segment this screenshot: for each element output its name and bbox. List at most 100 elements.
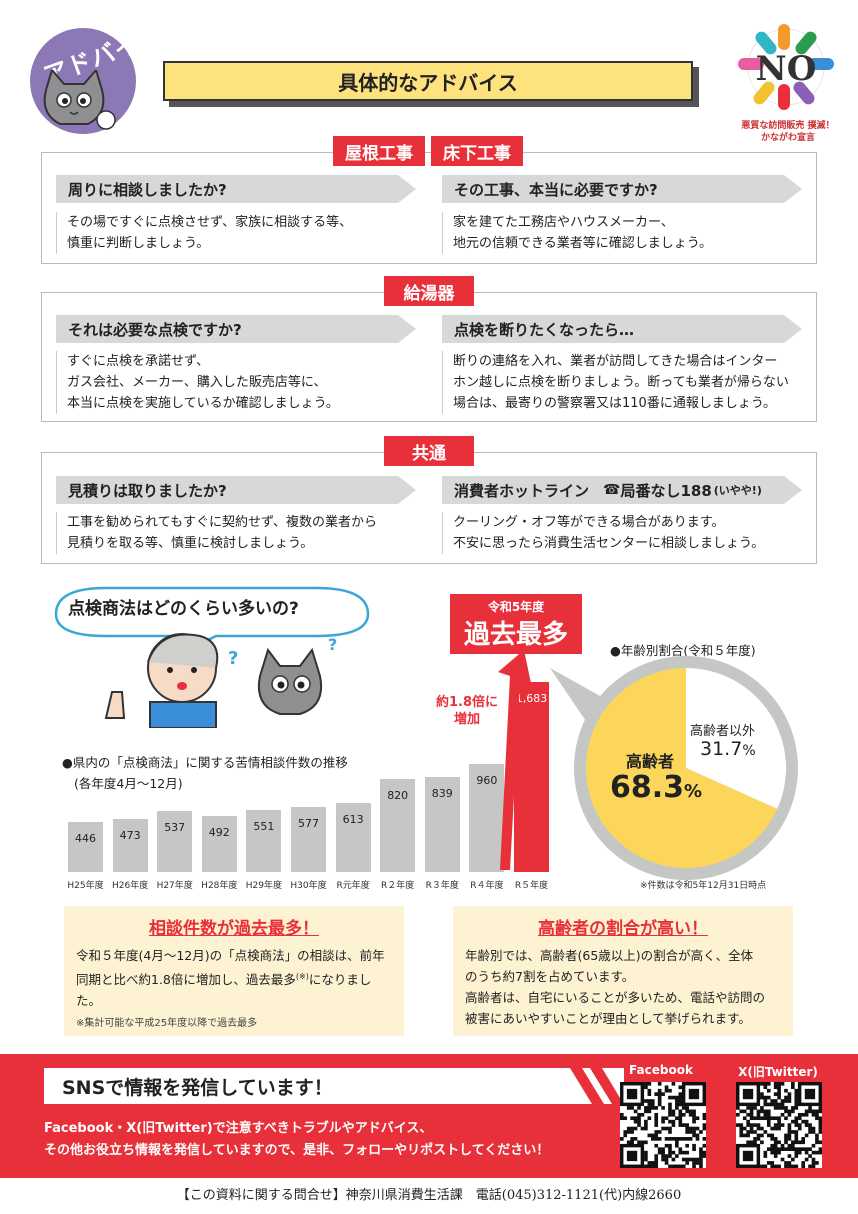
bar-category-label: H29年度	[245, 881, 282, 891]
bar-category-label: H30年度	[290, 881, 327, 891]
pie-chart	[550, 656, 798, 880]
pie-value-others: 31.7%	[700, 738, 756, 760]
bar-chart-title: ●県内の「点検商法」に関する苦情相談件数の推移 (各年度4月～12月)	[62, 752, 348, 792]
record-label-box	[450, 594, 582, 654]
text-hotline: クーリング・オフ等ができる場合があります。 不安に思ったら消費生活センターに相談…	[442, 512, 812, 554]
bar-value-label: 446	[75, 831, 96, 845]
bar-H28年度	[201, 816, 237, 872]
pie-slice-elderly	[586, 668, 778, 868]
heading-estimate: 見積りは取りましたか?	[56, 476, 416, 504]
hands-logo-icon: NO	[738, 24, 834, 110]
section-water-heater	[41, 292, 817, 422]
text-line: 断りの連絡を入れ、業者が訪問してきた場合はインター	[453, 354, 778, 369]
text-line: その場ですぐに点検させず、家族に相談する等、	[67, 215, 353, 230]
text-line: その他お役立ち情報を発信していますので、是非、フォローやリポストしてください！	[44, 1143, 550, 1158]
text-line: 地元の信頼できる業者等に確認しましょう。	[453, 236, 712, 251]
pie-value-elderly: 68.3%	[610, 770, 703, 805]
pie-label-others: 高齢者以外	[690, 724, 756, 739]
logo-caption: 悪質な訪問販売 撲滅！ かながわ宣言	[728, 120, 848, 144]
info-record-title: 相談件数が過去最多！	[149, 919, 319, 939]
bar-R２年度	[380, 779, 416, 872]
text-line: 本当に点検を実施しているか確認しましょう。	[67, 396, 339, 411]
sns-body: Facebook・X(旧Twitter)で注意すべきトラブルやアドバイス、 その…	[44, 1118, 614, 1162]
svg-text:?: ?	[228, 648, 238, 669]
info-record-body: 令和５年度(4月～12月)の「点検商法」の相談は、前年 同期と比べ約1.8倍に増…	[76, 945, 392, 1034]
text-line: ガス会社、メーカー、購入した販売店等に、	[67, 375, 327, 390]
info-elderly-title: 高齢者の割合が高い！	[538, 919, 708, 939]
worried-people-illustration: ? ?	[104, 633, 337, 728]
bar-value-label: 473	[119, 828, 141, 842]
speech-bubble	[54, 586, 370, 644]
bar-category-label: H28年度	[201, 881, 238, 891]
text-necessary: 家を建てた工務店やハウスメーカー、 地元の信頼できる業者等に確認しましょう。	[442, 212, 812, 254]
bar-category-label: R３年度	[425, 881, 459, 891]
sns-title: SNSで情報を発信しています！	[44, 1068, 624, 1104]
svg-text:?: ?	[328, 635, 337, 654]
logo-caption-line2: かながわ宣言	[760, 133, 815, 143]
hotline-label: 消費者ホットライン	[454, 481, 590, 500]
info-box-record: 相談件数が過去最多！ 令和５年度(4月～12月)の「点検商法」の相談は、前年 同…	[64, 906, 404, 1036]
cat-mascot-icon	[43, 70, 116, 130]
hotline-number: 局番なし188	[620, 481, 712, 500]
facebook-label: Facebook	[629, 1063, 693, 1077]
info-box-elderly: 高齢者の割合が高い！ 年齢別では、高齢者(65歳以上)の割合が高く、全体 のうち…	[453, 906, 793, 1036]
bar-value-label: 492	[208, 826, 230, 840]
bar-category-label: H25年度	[67, 881, 104, 891]
text-line: 高齢者は、自宅にいることが多いため、電話や訪問の	[465, 990, 766, 1005]
text-line: 令和５年度(4月～12月)の「点検商法」の相談は、前年	[76, 948, 385, 963]
heading-necessary: その工事、本当に必要ですか?	[442, 175, 802, 203]
page-title: 具体的なアドバイス	[163, 61, 693, 101]
bar-value-label: 537	[164, 821, 186, 835]
qr-code-icon	[620, 1082, 707, 1169]
text-line: 工事を勧められてもすぐに契約せず、複数の業者から	[67, 515, 378, 530]
record-highest: 過去最多	[463, 620, 568, 650]
bar-value-label: 551	[253, 819, 275, 833]
text-line: 場合は、最寄りの警察署又は110番に通報しましょう。	[453, 396, 777, 411]
text-line: のうち約7割を占めています。	[465, 969, 635, 984]
tag-underfloor-work: 床下工事	[431, 136, 523, 166]
increase-arrow-icon	[498, 650, 532, 870]
text-line: ホン越しに点検を断りましょう。断っても業者が帰らない	[453, 375, 789, 390]
bar-value-label: 613	[342, 812, 364, 826]
bar-H27年度	[157, 811, 193, 872]
increase-line2: 増加	[453, 712, 480, 727]
tag-roof-work: 屋根工事	[333, 136, 425, 166]
text-line: 不安に思ったら消費生活センターに相談しましょう。	[453, 536, 765, 551]
bar-R元年度	[335, 802, 371, 872]
bar-H25年度	[68, 821, 103, 872]
tag-water-heater: 給湯器	[384, 276, 474, 306]
text-consult: その場ですぐに点検させず、家族に相談する等、 慎重に判断しましょう。	[56, 212, 426, 254]
text-line: 慎重に判断しましょう。	[67, 236, 210, 251]
section-common	[41, 452, 817, 564]
bar-category-label: R元年度	[336, 881, 370, 891]
x-twitter-qr-code[interactable]	[736, 1082, 823, 1169]
bar-H30年度	[291, 806, 326, 872]
bar-value-label: 839	[431, 787, 453, 801]
telephone-icon: ☎	[603, 482, 621, 498]
text-line: 同期と比べ約1.8倍に増加し、過去最多(※)になりました。	[76, 972, 372, 1009]
bar-value-label: 820	[387, 789, 409, 803]
bar-value-label: 577	[298, 816, 319, 830]
bar-category-label: H27年度	[156, 881, 193, 891]
text-refuse: 断りの連絡を入れ、業者が訪問してきた場合はインター ホン越しに点検を断りましょう…	[442, 351, 814, 414]
text-estimate: 工事を勧められてもすぐに契約せず、複数の業者から 見積りを取る等、慎重に検討しま…	[56, 512, 426, 554]
facebook-qr-code[interactable]	[620, 1082, 707, 1169]
text-needed-inspection: すぐに点検を承諾せず、 ガス会社、メーカー、購入した販売店等に、 本当に点検を実…	[56, 351, 426, 414]
heading-needed-inspection: それは必要な点検ですか?	[56, 315, 416, 343]
bar-chart-title-text: ●県内の「点検商法」に関する苦情相談件数の推移	[62, 755, 348, 770]
text-line: 被害にあいやすいことが理由として挙げられます。	[465, 1011, 751, 1026]
chart-question: 点検商法はどのくらい多いの?	[68, 599, 299, 619]
info-elderly-body: 年齢別では、高齢者(65歳以上)の割合が高く、全体 のうち約7割を占めています。…	[465, 945, 781, 1029]
section-roof-underfloor	[41, 152, 817, 264]
pie-slice-others	[686, 668, 786, 809]
logo-caption-line1: 悪質な訪問販売 撲滅！	[741, 121, 835, 131]
x-twitter-label: X(旧Twitter)	[738, 1065, 818, 1079]
heading-refuse: 点検を断りたくなったら…	[442, 315, 802, 343]
increase-line1: 約1.8倍に	[435, 695, 499, 710]
text-line: クーリング・オフ等ができる場合があります。	[453, 515, 725, 530]
text-line: 見積りを取る等、慎重に検討しましょう。	[67, 536, 314, 551]
bar-H26年度	[112, 818, 148, 872]
pie-label-elderly: 高齢者	[626, 752, 675, 771]
qr-code-icon	[736, 1082, 823, 1169]
chart-note: ※件数は令和5年12月31日時点	[640, 881, 767, 891]
